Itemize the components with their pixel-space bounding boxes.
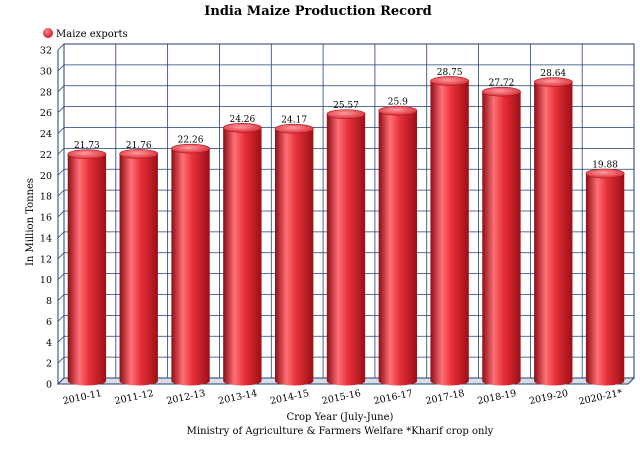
y-tick-label: 12 [40, 254, 52, 265]
data-label: 19.88 [592, 161, 618, 171]
y-tick-label: 28 [40, 87, 52, 98]
gridline-side [57, 148, 65, 155]
x-tick-label: 2016-17 [373, 388, 414, 407]
y-tick-label: 8 [46, 296, 52, 307]
bar [430, 80, 469, 386]
data-label: 22.26 [178, 136, 204, 146]
x-axis-label: Crop Year (July-June) [287, 412, 394, 423]
data-label: 25.9 [388, 98, 408, 108]
bar [378, 110, 417, 386]
data-label: 27.72 [489, 79, 515, 89]
gridline-side [57, 189, 65, 197]
gridline-side [57, 273, 65, 280]
bar-cap [119, 149, 159, 159]
y-tick-label: 16 [40, 213, 52, 224]
gridline-side [57, 356, 65, 364]
bar-cap [533, 77, 573, 87]
y-axis-label: In Million Tonnes [25, 178, 36, 266]
data-label: 21.76 [126, 141, 152, 151]
y-tick-label: 6 [46, 317, 52, 328]
bar-cap [274, 123, 314, 134]
gridline-side [57, 127, 65, 134]
bar-cap [326, 109, 366, 119]
gridline-side [57, 43, 65, 51]
legend-marker [43, 28, 53, 38]
chart-title: India Maize Production Record [204, 4, 431, 19]
x-tick-label: 2017-18 [425, 388, 466, 407]
legend: Maize exports [43, 28, 128, 40]
bar [275, 128, 314, 386]
bar [223, 127, 262, 386]
source-note: Ministry of Agriculture & Farmers Welfar… [187, 426, 494, 437]
y-tick-label: 2 [46, 359, 52, 370]
x-tick-label: 2020-21* [578, 388, 624, 408]
legend-label: Maize exports [56, 29, 128, 40]
y-tick-label: 18 [40, 192, 52, 203]
y-tick-label: 30 [40, 66, 52, 77]
x-tick-label: 2012-13 [166, 388, 207, 407]
data-label: 28.75 [437, 68, 463, 78]
gridline-side [57, 85, 65, 93]
y-tick-label: 32 [40, 46, 52, 57]
bar-cap [171, 143, 211, 154]
y-tick-label: 10 [40, 275, 52, 286]
y-tick-label: 14 [40, 233, 52, 244]
data-label: 28.64 [540, 69, 566, 79]
y-tick-label: 4 [46, 338, 52, 349]
gridline-side [57, 377, 65, 385]
gridline-side [57, 210, 65, 218]
gridline-side [57, 335, 65, 343]
data-label: 21.73 [74, 141, 100, 151]
data-label: 24.17 [281, 116, 307, 126]
x-tick-label: 2018-19 [476, 388, 517, 407]
gridline-side [57, 231, 65, 239]
y-tick-label: 24 [40, 129, 52, 140]
x-tick-label: 2014-15 [269, 388, 310, 407]
bar [326, 114, 366, 386]
y-tick-label: 0 [46, 380, 52, 391]
y-tick-label: 20 [40, 171, 52, 182]
x-tick-label: 2013-14 [217, 388, 258, 407]
bar-cap [585, 168, 625, 179]
gridline-side [57, 106, 65, 113]
x-tick-label: 2019-20 [528, 388, 569, 407]
y-tick-label: 22 [40, 150, 52, 161]
bar [482, 91, 521, 386]
gridline-side [57, 64, 65, 72]
gridline-side [57, 294, 65, 301]
bar [119, 153, 158, 386]
bar-cap [430, 76, 470, 86]
data-label: 24.26 [229, 115, 255, 125]
bar-cap [67, 149, 107, 159]
data-label: 25.57 [333, 101, 359, 111]
gridline-side [57, 315, 65, 322]
bar-cap [222, 122, 262, 133]
x-tick-label: 2015-16 [321, 388, 362, 407]
bar-cap [378, 105, 418, 116]
bar [67, 154, 107, 386]
plot-area: 0246810121416182022242628303221.732010-1… [40, 43, 636, 408]
bar-cap [481, 86, 521, 97]
x-tick-label: 2010-11 [62, 388, 103, 407]
bar [585, 173, 625, 386]
x-tick-label: 2011-12 [114, 388, 155, 407]
y-tick-label: 26 [40, 108, 52, 119]
gridline-side [57, 252, 65, 260]
gridline-side [57, 168, 65, 176]
bar [171, 148, 210, 386]
bar [534, 82, 573, 386]
